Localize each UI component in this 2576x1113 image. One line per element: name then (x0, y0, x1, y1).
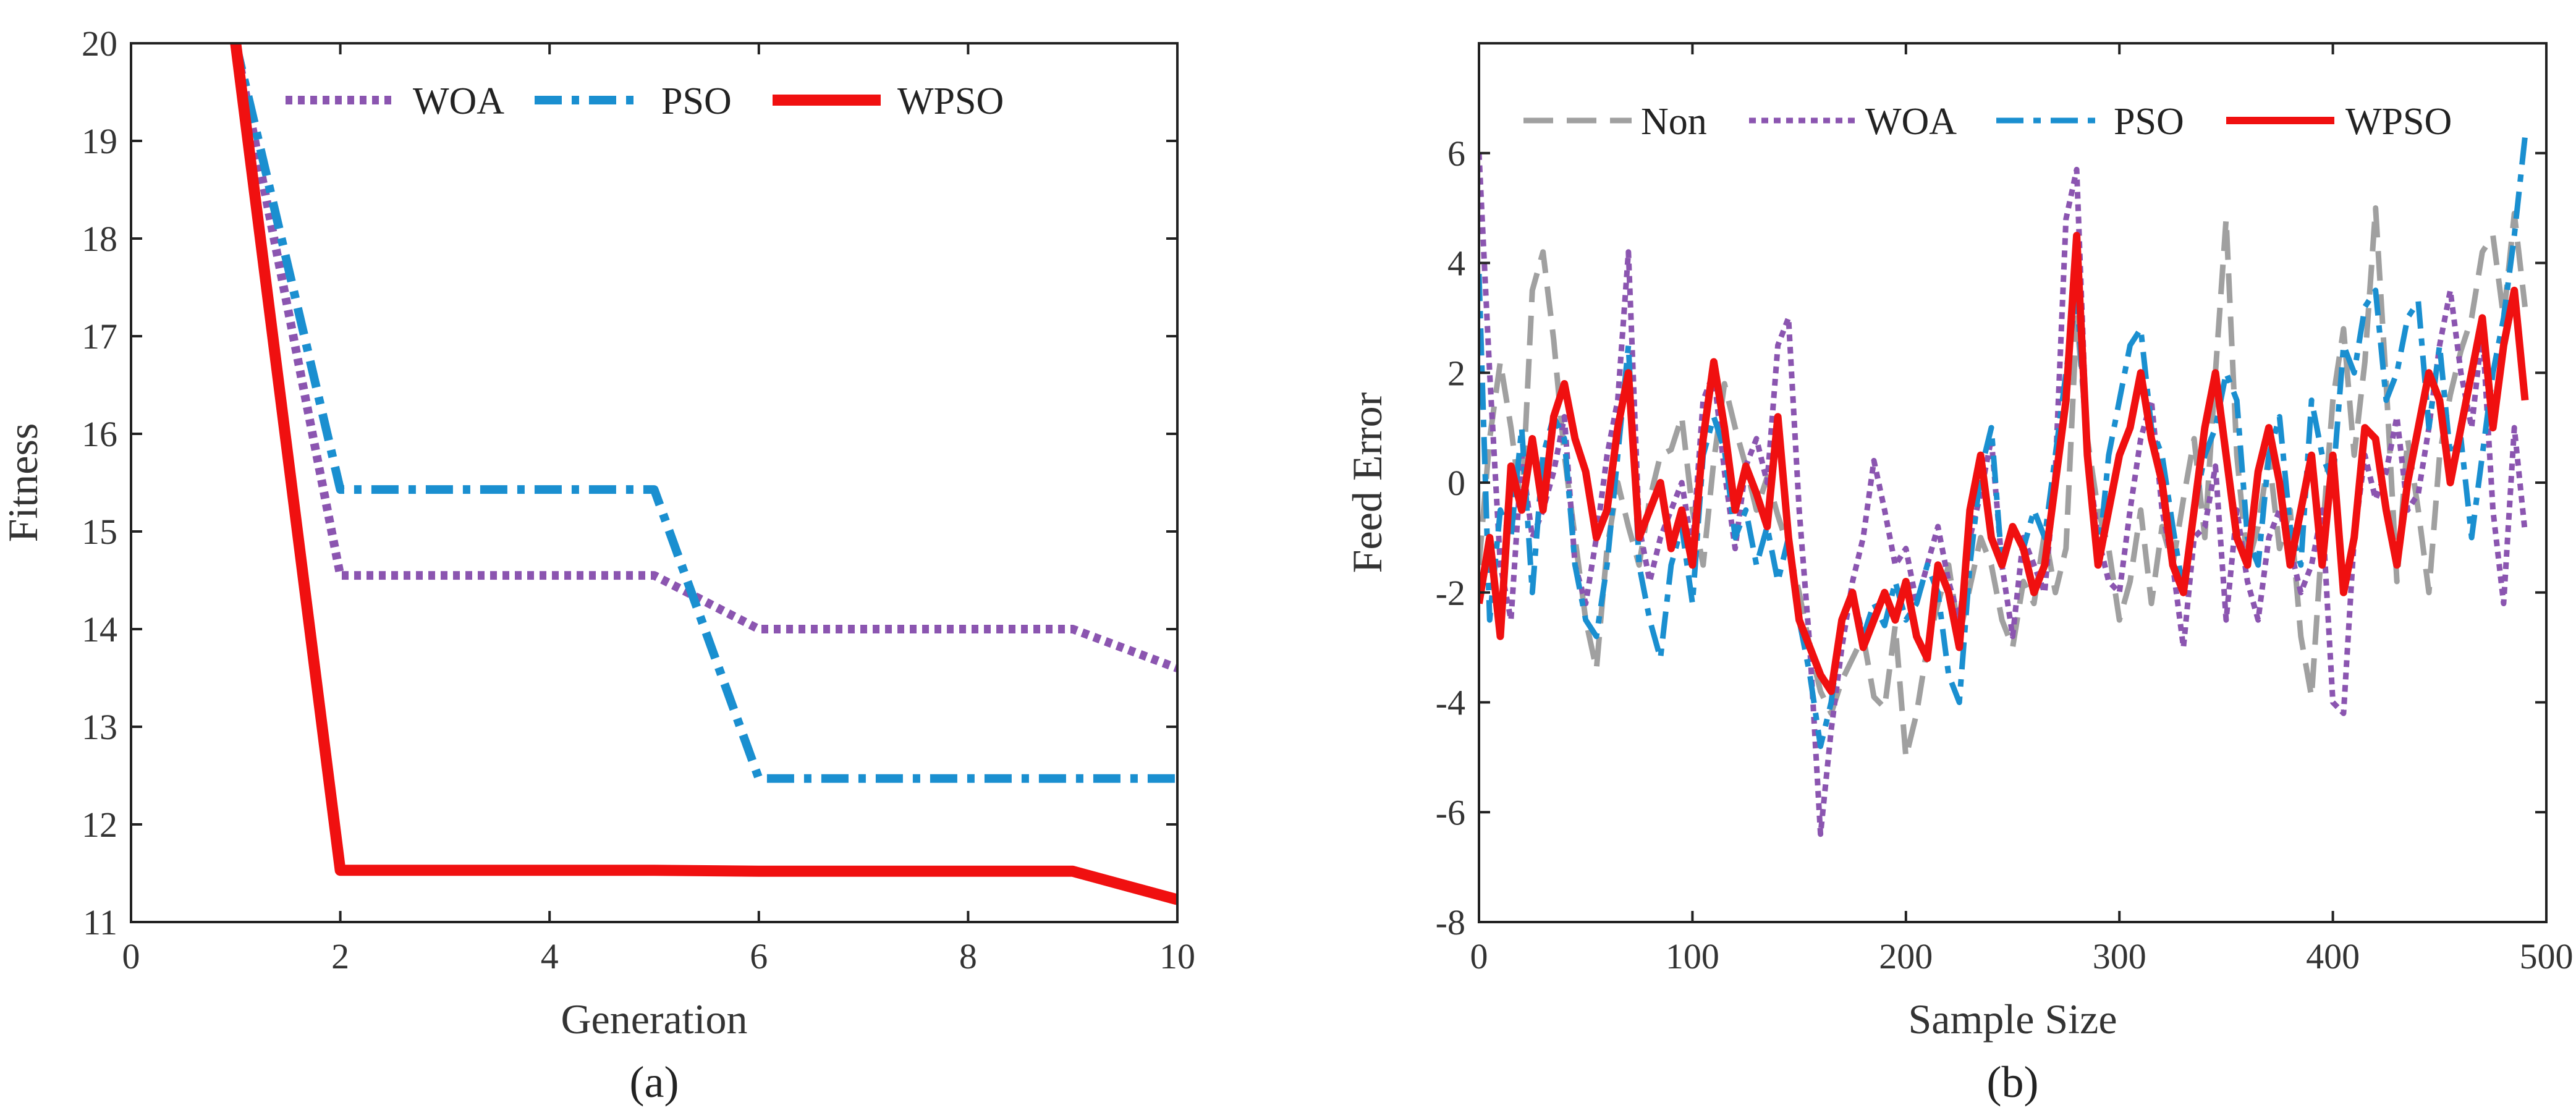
y-tick-label-a: 19 (82, 121, 117, 161)
y-tick-label-a: 14 (82, 609, 117, 650)
x-tick-label-a: 0 (122, 936, 140, 976)
series-line-wpso-a (230, 43, 1177, 905)
x-tick-label-b: 200 (1879, 936, 1933, 976)
legend-label-wpso-a: WPSO (897, 80, 1004, 122)
y-tick-label-b: -6 (1436, 792, 1465, 832)
series-line-wpso-b (1479, 232, 2529, 695)
x-tick-label-a: 10 (1159, 936, 1195, 976)
legend-a: WOA PSO WPSO (286, 80, 1004, 122)
series-line-woa-a (231, 43, 1177, 672)
x-tick-label-b: 0 (1470, 936, 1488, 976)
y-tick-label-b: 6 (1447, 133, 1465, 174)
y-tick-label-b: 2 (1447, 353, 1465, 393)
legend-label-non-b: Non (1641, 101, 1707, 143)
y-tick-label-a: 11 (83, 902, 117, 942)
panel-b-chart: 0 100 200 300 400 500 -8 -6 -4 -2 0 2 4 6 Sample Size F… (1344, 42, 2574, 1107)
x-tick-label-a: 2 (331, 936, 349, 976)
y-tick-label-a: 20 (82, 23, 117, 64)
axes-frame-a (130, 42, 1179, 923)
y-tick-label-a: 12 (82, 805, 117, 845)
panel-a-chart: 0 2 4 6 8 10 11 12 13 14 15 16 17 18 19 20 Generation Fit… (0, 23, 1195, 1107)
plot-area-a (230, 43, 1177, 905)
y-tick-label-a: 18 (82, 219, 117, 259)
panel-label-b: (b) (1987, 1057, 2039, 1107)
x-tick-label-a: 4 (541, 936, 559, 976)
x-axis-label-a: Generation (561, 996, 747, 1043)
x-tick-label-b: 300 (2093, 936, 2146, 976)
plot-area-b (1479, 136, 2529, 837)
x-tick-label-a: 8 (959, 936, 977, 976)
legend-label-wpso-b: WPSO (2345, 101, 2452, 143)
panel-label-a: (a) (630, 1057, 679, 1107)
x-tick-label-b: 500 (2520, 936, 2574, 976)
y-axis-label-b: Feed Error (1344, 392, 1391, 573)
legend-label-pso-b: PSO (2114, 101, 2184, 143)
x-tick-label-b: 100 (1666, 936, 1719, 976)
y-tick-label-b: 4 (1447, 243, 1465, 284)
y-tick-label-a: 13 (82, 707, 117, 747)
y-tick-label-a: 16 (82, 414, 117, 454)
legend-label-woa-b: WOA (1865, 101, 1957, 143)
y-tick-label-b: 0 (1447, 463, 1465, 503)
y-tick-label-b: -4 (1436, 683, 1465, 723)
y-tick-label-a: 17 (82, 316, 117, 357)
series-line-non-b (1479, 205, 2528, 760)
x-tick-label-b: 400 (2306, 936, 2360, 976)
y-tick-label-b: -2 (1436, 573, 1465, 613)
y-axis-label-a: Fitness (0, 423, 46, 543)
series-line-pso-a (231, 43, 1177, 783)
y-tick-label-a: 15 (82, 512, 117, 552)
x-tick-label-a: 6 (750, 936, 768, 976)
legend-label-pso-a: PSO (661, 80, 732, 122)
x-axis-label-b: Sample Size (1908, 996, 2117, 1043)
legend-label-woa-a: WOA (413, 80, 504, 122)
legend-b: Non WOA PSO WPSO (1523, 101, 2452, 143)
y-tick-label-b: -8 (1436, 902, 1465, 942)
